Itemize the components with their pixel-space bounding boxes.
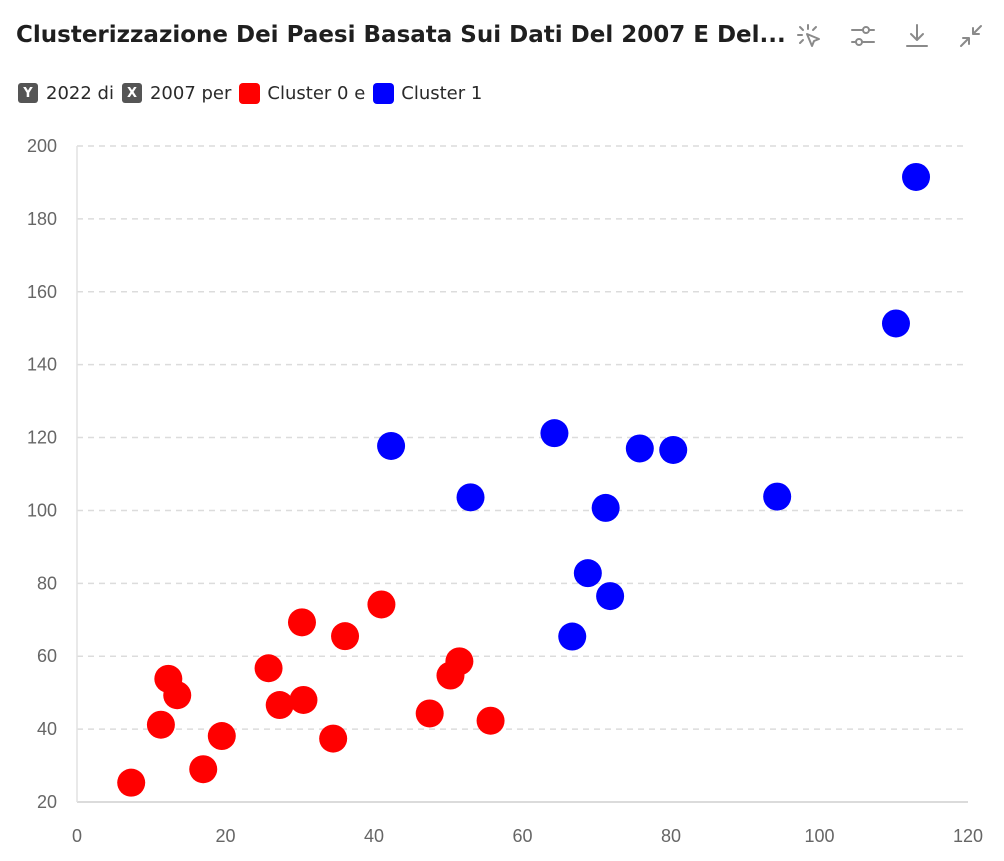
y-tick-label-180: 180	[27, 209, 57, 229]
data-point-cluster-0-3	[163, 681, 192, 710]
x-axis-ticks: 0 20 40 60 80 100 120	[72, 826, 983, 846]
data-point-cluster-1-6	[596, 582, 625, 611]
data-point-cluster-0-12	[367, 590, 396, 619]
data-point-cluster-1-3	[558, 622, 587, 651]
legend-swatch-cluster-1	[373, 82, 395, 104]
grid-lines	[77, 145, 968, 730]
data-point-cluster-0-5	[207, 722, 236, 751]
data-point-cluster-1-9	[763, 482, 792, 511]
x-tick-label-0: 0	[72, 826, 82, 846]
settings-sliders-icon	[851, 26, 875, 46]
y-axis-legend-text: 2022 di	[46, 82, 114, 104]
data-point-cluster-1-11	[902, 162, 931, 191]
data-point-cluster-0-11	[331, 622, 360, 651]
x-tick-label-120: 120	[953, 826, 983, 846]
chart-legend: Y 2022 di X 2007 per Cluster 0 e Cluster…	[18, 80, 490, 106]
x-tick-label-20: 20	[215, 826, 235, 846]
data-point-cluster-0-4	[189, 755, 218, 784]
x-tick-label-40: 40	[364, 826, 384, 846]
legend-label-cluster-1: Cluster 1	[401, 82, 483, 104]
x-axis-legend-text: 2007 per	[149, 82, 232, 104]
axes	[76, 146, 968, 803]
collapse-icon	[960, 25, 982, 47]
data-point-cluster-1-1	[456, 483, 485, 512]
x-tick-label-60: 60	[512, 826, 532, 846]
data-point-cluster-0-13	[415, 699, 444, 728]
data-point-cluster-0-8	[287, 608, 316, 637]
y-tick-label-40: 40	[37, 719, 57, 739]
select-tool-button[interactable]	[792, 19, 826, 53]
data-point-cluster-1-5	[591, 493, 620, 522]
x-tick-label-80: 80	[661, 826, 681, 846]
y-tick-label-160: 160	[27, 282, 57, 302]
data-point-cluster-1-0	[377, 431, 406, 460]
data-point-cluster-0-0	[117, 768, 146, 797]
y-tick-label-200: 200	[27, 136, 57, 156]
y-tick-label-60: 60	[37, 646, 57, 666]
data-point-cluster-1-10	[881, 309, 910, 338]
data-point-cluster-0-10	[319, 724, 348, 753]
data-point-cluster-0-1	[146, 710, 175, 739]
y-axis-ticks: 20 40 60 80 100 120 140 160 180 200	[27, 136, 57, 812]
y-tick-label-140: 140	[27, 355, 57, 375]
y-tick-label-100: 100	[27, 500, 57, 520]
settings-button[interactable]	[846, 19, 880, 53]
data-point-cluster-0-16	[476, 706, 505, 735]
legend-label-cluster-0: Cluster 0 e	[267, 82, 366, 104]
data-point-cluster-1-4	[573, 559, 602, 588]
x-axis-badge: X	[121, 83, 142, 103]
collapse-button[interactable]	[954, 19, 988, 53]
data-point-cluster-0-7	[265, 691, 294, 720]
y-tick-label-80: 80	[37, 573, 57, 593]
data-point-cluster-1-7	[625, 434, 654, 463]
y-tick-label-20: 20	[37, 792, 57, 812]
data-point-cluster-1-8	[659, 435, 688, 464]
data-point-cluster-0-6	[254, 654, 283, 683]
data-point-cluster-1-2	[540, 419, 569, 448]
legend-item-cluster-1[interactable]: Cluster 1	[373, 82, 490, 104]
chart-toolbar	[792, 18, 988, 54]
data-point-cluster-0-9	[289, 685, 318, 714]
select-icon	[797, 24, 820, 47]
data-point-cluster-0-15	[445, 647, 474, 676]
x-tick-label-100: 100	[804, 826, 834, 846]
y-tick-label-120: 120	[27, 428, 57, 448]
chart-header: Clusterizzazione Dei Paesi Basata Sui Da…	[16, 18, 988, 58]
download-icon	[906, 24, 928, 47]
data-points	[117, 162, 931, 797]
legend-item-cluster-0[interactable]: Cluster 0 e	[239, 82, 373, 104]
legend-swatch-cluster-0	[239, 82, 261, 104]
y-axis-badge: Y	[18, 83, 38, 103]
download-button[interactable]	[900, 19, 934, 53]
